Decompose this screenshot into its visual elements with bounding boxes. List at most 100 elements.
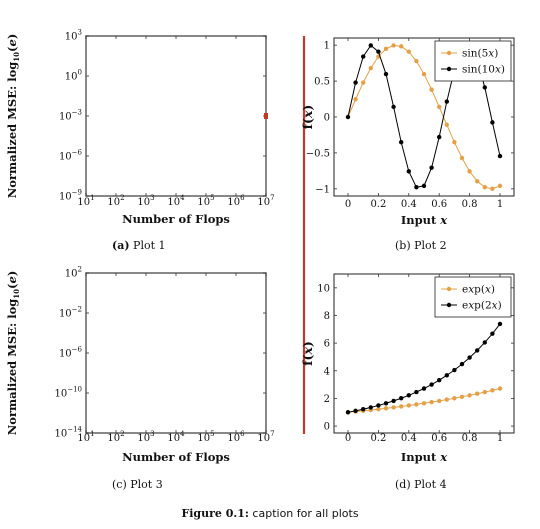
x-tick-label: 0.6 <box>431 199 447 210</box>
x-tick-label: 103 <box>137 430 154 444</box>
data-point <box>437 134 442 140</box>
legend-label: exp(x) <box>462 284 495 296</box>
data-point <box>406 49 411 54</box>
data-point <box>368 405 373 410</box>
y-axis-label: Normalized MSE: log10(e) <box>5 271 21 436</box>
plot-1: 101 102 103 104 105 106 107 10−9 10−6 10−3 100 103 N… <box>5 29 275 253</box>
data-point <box>497 183 503 189</box>
data-point <box>482 185 487 190</box>
data-point <box>459 361 465 367</box>
subcaption: (b) Plot 2 <box>395 239 447 252</box>
edge-marker <box>264 113 268 119</box>
data-point <box>421 183 427 189</box>
y-tick-label: 100 <box>65 69 82 83</box>
data-point <box>376 407 381 412</box>
y-tick-label: 10−6 <box>59 346 83 360</box>
data-point <box>475 179 480 184</box>
data-point <box>421 401 427 406</box>
y-tick-label: 6 <box>324 339 330 350</box>
x-tick-label: 0 <box>345 199 351 210</box>
data-point <box>399 140 404 145</box>
data-point <box>490 331 495 336</box>
data-point <box>421 386 427 391</box>
x-tick-label: 104 <box>167 430 185 444</box>
subcaption: (a) Plot 1 <box>112 239 166 252</box>
data-point <box>406 169 411 174</box>
data-point <box>437 398 442 404</box>
data-point <box>429 87 434 92</box>
x-tick-label: 106 <box>227 430 245 444</box>
x-tick-label: 105 <box>197 194 214 208</box>
y-tick-label: 10 <box>317 283 330 294</box>
legend-box <box>434 40 512 82</box>
data-point <box>391 43 396 48</box>
x-axis-label: Input x <box>401 450 447 464</box>
data-point <box>490 388 495 393</box>
data-point <box>414 58 419 64</box>
data-point <box>490 186 495 191</box>
x-tick-label: 0 <box>345 433 351 444</box>
y-axis-label: f(x) <box>300 341 315 366</box>
data-point <box>391 104 396 110</box>
data-point <box>383 401 389 406</box>
data-point <box>353 80 358 85</box>
x-tick-label: 106 <box>227 194 245 208</box>
data-point <box>391 405 396 410</box>
data-point <box>444 99 449 104</box>
legend-swatch-marker <box>446 50 452 56</box>
x-tick-label: 1 <box>497 199 503 210</box>
data-point <box>399 404 404 409</box>
x-tick-label: 1 <box>497 433 503 444</box>
data-point <box>459 394 465 400</box>
y-tick-label: 10−3 <box>59 109 82 123</box>
axes-frame <box>85 35 267 197</box>
x-tick-label: 102 <box>107 430 124 444</box>
x-tick-label: 103 <box>137 194 154 208</box>
data-point <box>497 153 503 159</box>
x-axis-label: Number of Flops <box>122 450 230 464</box>
y-tick-label: 10−9 <box>59 189 82 203</box>
legend-label: sin(5x) <box>462 48 498 60</box>
data-point <box>475 391 480 396</box>
data-point <box>376 49 381 54</box>
data-point <box>345 410 351 415</box>
x-tick-label: 107 <box>257 194 274 208</box>
data-point <box>429 165 434 170</box>
data-point <box>376 403 381 408</box>
data-point <box>452 140 457 145</box>
data-point <box>497 386 503 391</box>
legend: exp(x) exp(2x) <box>434 276 512 318</box>
x-axis-label: Number of Flops <box>122 212 230 226</box>
x-tick-label: 101 <box>77 430 94 444</box>
y-tick-label: 4 <box>324 366 330 377</box>
y-tick-label: −0.5 <box>306 148 330 159</box>
axes-frame <box>85 272 267 434</box>
y-tick-label: 0 <box>324 113 330 124</box>
y-tick-label: 0 <box>324 422 330 433</box>
data-point <box>467 355 472 360</box>
data-point <box>414 402 419 407</box>
data-point <box>391 398 396 404</box>
y-tick-label: 103 <box>65 29 82 43</box>
x-tick-label: 0.4 <box>401 199 417 210</box>
x-tick-label: 0.8 <box>462 433 478 444</box>
y-tick-label: −1 <box>315 184 330 195</box>
data-point <box>345 114 351 120</box>
plot-2: 0 0.2 0.4 0.6 0.8 1 −1 −0.5 0 0.5 1 Input x f(x) sin(… <box>300 37 515 252</box>
data-point <box>399 44 404 49</box>
data-point <box>467 393 472 398</box>
data-point <box>482 389 487 395</box>
data-point <box>444 373 449 378</box>
x-tick-label: 102 <box>107 194 124 208</box>
figure-caption: Figure 0.1: caption for all plots <box>181 507 358 520</box>
x-tick-label: 0.2 <box>370 199 386 210</box>
data-point <box>414 185 419 190</box>
y-tick-label: 0.5 <box>314 77 330 88</box>
y-tick-label: 10−6 <box>59 149 83 163</box>
x-tick-label: 104 <box>167 194 185 208</box>
data-point <box>361 407 366 412</box>
data-point <box>475 348 480 353</box>
data-point <box>467 169 472 174</box>
data-point <box>490 120 495 125</box>
